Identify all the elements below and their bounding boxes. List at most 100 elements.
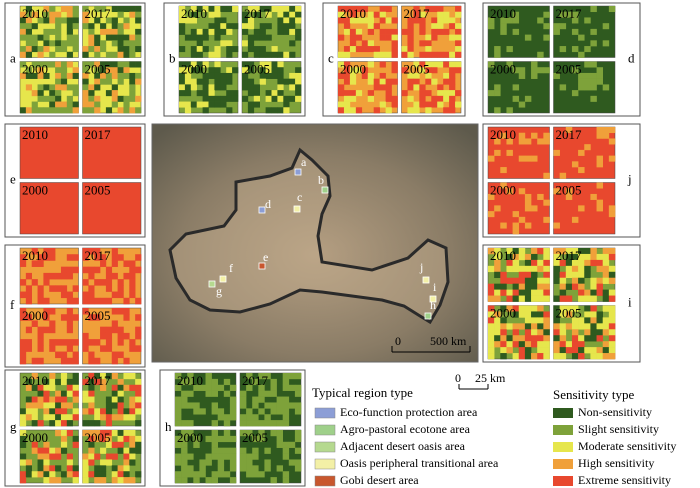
tile-cell: [443, 11, 450, 18]
tile-cell: [37, 465, 44, 472]
tile-cell: [425, 107, 432, 114]
tile-cell: [494, 311, 501, 318]
tile-cell: [571, 259, 579, 267]
tile-cell: [72, 441, 79, 448]
tile-cell: [94, 72, 101, 79]
tile-cell: [608, 295, 616, 302]
tile-cell: [88, 357, 95, 365]
tile-cell: [608, 271, 616, 279]
tile-cell: [295, 34, 302, 41]
year-label: 2000: [490, 61, 516, 76]
tile-cell: [379, 51, 386, 58]
tile-cell: [202, 107, 209, 114]
tile-cell: [608, 329, 616, 336]
tile-cell: [401, 67, 408, 74]
tile-cell: [208, 101, 215, 108]
tile-cell: [49, 107, 56, 114]
tile-cell: [72, 84, 79, 91]
tile-cell: [217, 459, 225, 466]
tile-cell: [135, 107, 142, 114]
tile: 2005: [239, 429, 302, 484]
tile-cell: [211, 384, 218, 391]
tile-cell: [252, 453, 259, 460]
tile-cell: [596, 277, 603, 284]
tile-cell: [196, 34, 203, 41]
region-marker: [429, 295, 437, 303]
tile-cell: [100, 260, 107, 267]
tile-cell: [123, 297, 130, 305]
tile-cell: [602, 353, 610, 360]
tile-cell: [88, 351, 95, 359]
tile-cell: [584, 271, 591, 279]
tile-cell: [66, 6, 73, 13]
tile-cell: [111, 357, 118, 365]
tile-cell: [25, 396, 32, 403]
tile-cell: [60, 435, 68, 443]
tile-cell: [60, 414, 68, 421]
tile-cell: [488, 347, 495, 354]
tile-cell: [123, 357, 130, 365]
tile-cell: [608, 341, 616, 348]
tile-cell: [105, 266, 113, 274]
tile-cell: [229, 396, 237, 403]
tile-cell: [343, 107, 351, 114]
tile-cell: [129, 46, 136, 53]
tile-cell: [596, 289, 603, 296]
tile-cell: [117, 51, 124, 58]
tile: 2017: [82, 247, 142, 305]
tile-cell: [43, 11, 50, 18]
tile-cell: [43, 390, 50, 397]
tile-cell: [117, 390, 124, 397]
tile-cell: [553, 28, 560, 35]
tile-cell: [506, 289, 513, 296]
tile-cell: [88, 272, 95, 280]
tile-cell: [367, 40, 374, 47]
tile-cell: [181, 420, 188, 427]
tile-cell: [584, 248, 591, 255]
tile-cell: [282, 384, 290, 391]
tile-cell: [407, 72, 414, 79]
tile-cell: [590, 95, 597, 102]
tile-cell: [571, 317, 579, 324]
tile-cell: [129, 408, 136, 415]
tile-cell: [518, 289, 526, 296]
tile-cell: [449, 61, 456, 68]
tile-cell: [602, 132, 610, 139]
tile-cell: [524, 222, 532, 229]
tile-cell: [100, 408, 107, 415]
tile-cell: [100, 378, 107, 386]
tile-cell: [82, 390, 89, 397]
tile-cell: [494, 271, 501, 279]
tile-cell: [199, 459, 206, 466]
tile-cell: [518, 347, 526, 354]
tile-cell: [111, 40, 118, 47]
tile-cell: [537, 335, 544, 342]
tile-cell: [82, 6, 89, 13]
tile-cell: [259, 34, 266, 41]
tile-cell: [111, 441, 118, 448]
tile-cell: [553, 335, 560, 342]
tile-cell: [72, 254, 79, 261]
tile-cell: [43, 402, 50, 409]
tile-cell: [379, 84, 386, 91]
tile-cell: [117, 254, 124, 261]
tile-cell: [37, 332, 44, 340]
tile-cell: [608, 347, 616, 354]
tile-cell: [111, 84, 118, 91]
tile-cell: [43, 6, 50, 13]
tile-cell: [117, 471, 124, 478]
tile-cell: [111, 373, 118, 380]
tile-cell: [100, 326, 107, 334]
tile-cell: [488, 295, 495, 302]
tile-cell: [437, 28, 444, 35]
tile-cell: [512, 11, 520, 18]
tile-cell: [226, 67, 233, 74]
tile-cell: [367, 11, 374, 18]
tile-cell: [82, 339, 89, 346]
tile-cell: [578, 353, 585, 360]
tile-cell: [543, 295, 550, 302]
